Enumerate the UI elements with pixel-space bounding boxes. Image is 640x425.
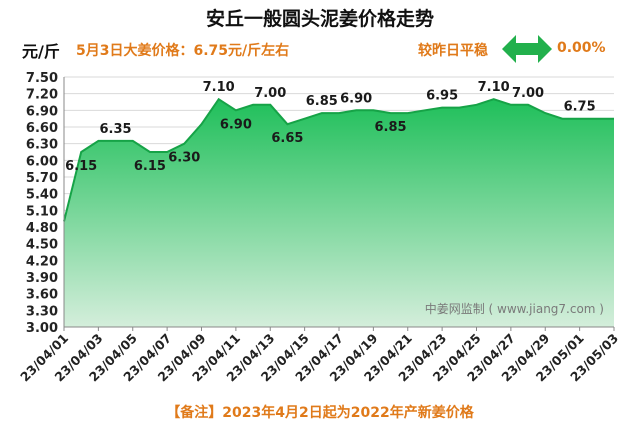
y-tick-label: 5.40: [26, 188, 58, 203]
data-label: 7.00: [512, 86, 544, 101]
area-series: [63, 97, 614, 327]
compare-value: 0.00%: [557, 40, 606, 56]
y-tick-label: 6.90: [26, 104, 58, 119]
data-label: 6.75: [564, 100, 596, 115]
data-label: 7.10: [203, 80, 235, 95]
y-tick-label: 3.60: [26, 288, 58, 303]
y-tick-label: 4.80: [26, 221, 58, 236]
data-label: 6.85: [375, 120, 407, 135]
y-tick-label: 3.30: [26, 304, 58, 319]
double-arrow-icon: [502, 35, 552, 63]
series-line: [63, 97, 614, 222]
y-tick-label: 7.50: [26, 71, 58, 86]
y-tick-label: 6.30: [26, 138, 58, 153]
y-tick-label: 6.00: [26, 154, 58, 169]
y-tick-label: 6.60: [26, 121, 58, 136]
data-label: 6.15: [65, 159, 97, 174]
price-note: 5月3日大姜价格：6.75元/斤左右: [76, 43, 290, 59]
y-tick-label: 7.20: [26, 88, 58, 103]
data-label: 6.90: [340, 91, 372, 106]
y-tick-label: 4.20: [26, 254, 58, 269]
data-label: 6.90: [220, 117, 252, 132]
y-tick-labels: 3.00 3.303.60 3.90 4.204.50 4.80 5.105.40 5.70…: [26, 71, 58, 336]
data-label: 6.85: [306, 94, 338, 109]
data-label: 7.10: [478, 80, 510, 95]
data-labels: 6.156.356.156.307.106.907.006.656.85 6.90…: [65, 80, 596, 174]
data-label: 7.00: [254, 86, 286, 101]
y-tick-label: 4.50: [26, 238, 58, 253]
compare-label: 较昨日平稳: [418, 43, 488, 59]
y-tick-label: 3.90: [26, 271, 58, 286]
y-tick-label: 5.70: [26, 171, 58, 186]
area-fill: [64, 99, 614, 327]
data-label: 6.30: [168, 151, 200, 166]
footnote: 【备注】2023年4月2日起为2022年产新姜价格: [166, 405, 474, 421]
data-label: 6.65: [271, 131, 303, 146]
x-tick-labels: 23/04/0123/04/0323/04/0523/04/0723/04/09…: [17, 327, 621, 384]
y-tick-label: 5.10: [26, 204, 58, 219]
y-tick-label: 3.00: [26, 321, 58, 336]
unit-label: 元/斤: [22, 42, 60, 61]
data-label: 6.15: [134, 159, 166, 174]
data-label: 6.35: [100, 122, 132, 137]
chart-title: 安丘一般圆头泥姜价格走势: [205, 8, 434, 30]
watermark: 中姜网监制 ( www.jiang7.com ): [425, 301, 604, 316]
data-label: 6.95: [426, 89, 458, 104]
